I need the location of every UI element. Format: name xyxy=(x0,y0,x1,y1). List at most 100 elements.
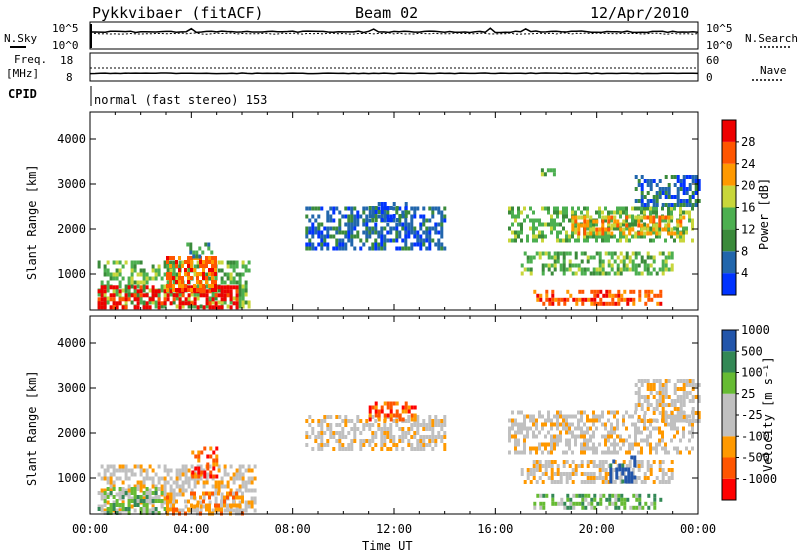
power-cell xyxy=(694,187,698,191)
power-cell xyxy=(670,267,674,272)
velocity-cell xyxy=(214,480,218,485)
velocity-cell xyxy=(145,468,149,473)
velocity-cell xyxy=(649,422,652,427)
velocity-cell xyxy=(655,476,659,480)
velocity-cell xyxy=(154,507,158,511)
velocity-cell xyxy=(646,407,650,411)
power-cell xyxy=(571,263,575,268)
velocity-cell xyxy=(350,439,354,443)
power-cell xyxy=(604,238,607,243)
power-cell xyxy=(622,234,625,239)
velocity-cell xyxy=(658,403,662,407)
power-cell xyxy=(311,226,315,231)
velocity-cell xyxy=(199,508,203,513)
velocity-cell xyxy=(241,499,244,504)
velocity-cell xyxy=(568,422,571,427)
power-cell xyxy=(634,187,638,191)
velocity-cell xyxy=(416,431,420,435)
velocity-cell xyxy=(410,427,414,431)
power-cell xyxy=(532,210,535,215)
velocity-cell xyxy=(347,431,351,435)
velocity-cell xyxy=(565,422,568,427)
power-cell xyxy=(565,230,568,235)
velocity-cell xyxy=(127,468,131,473)
power-cell xyxy=(685,175,689,179)
velocity-cell xyxy=(626,497,630,502)
velocity-cell xyxy=(154,484,158,489)
power-cell xyxy=(223,280,227,285)
velocity-cell xyxy=(601,464,605,468)
power-cell xyxy=(523,251,527,256)
power-cell xyxy=(130,268,134,273)
power-cell xyxy=(124,305,128,310)
velocity-cell xyxy=(320,427,324,431)
power-cell xyxy=(404,214,408,218)
power-cell xyxy=(443,206,447,211)
velocity-cell xyxy=(112,472,116,477)
velocity-cell xyxy=(383,413,387,418)
power-cell xyxy=(550,226,553,231)
velocity-cell xyxy=(661,438,664,443)
velocity-cell xyxy=(655,379,659,383)
velocity-cell xyxy=(587,501,591,506)
power-cell xyxy=(199,284,202,288)
velocity-cell xyxy=(190,495,193,500)
power-cell xyxy=(583,227,587,232)
power-cell xyxy=(440,230,444,235)
power-cell xyxy=(517,222,520,227)
power-cell xyxy=(380,242,384,247)
power-cell xyxy=(563,301,567,306)
velocity-cell xyxy=(133,464,137,469)
velocity-cell xyxy=(590,501,594,506)
power-cell xyxy=(520,210,523,215)
velocity-cell xyxy=(535,426,538,431)
power-cell xyxy=(652,199,656,203)
power-cell xyxy=(640,199,644,203)
power-cell xyxy=(100,305,104,310)
power-cell xyxy=(631,267,635,272)
velocity-cell xyxy=(551,501,555,506)
velocity-cell xyxy=(631,442,634,447)
colorbar-tick-label: -100 xyxy=(741,429,770,443)
power-cell xyxy=(190,288,193,292)
power-cell xyxy=(646,191,650,195)
velocity-cell xyxy=(514,422,517,427)
velocity-cell xyxy=(212,458,216,463)
velocity-cell xyxy=(532,430,535,435)
power-cell xyxy=(235,301,239,306)
velocity-cell xyxy=(640,438,643,443)
velocity-cell xyxy=(508,430,511,435)
power-cell xyxy=(386,218,390,222)
velocity-cell xyxy=(637,415,641,419)
velocity-cell xyxy=(637,450,640,455)
power-cell xyxy=(362,210,366,215)
power-cell xyxy=(181,301,185,306)
power-cell xyxy=(169,268,173,273)
power-cell xyxy=(184,260,187,264)
power-cell xyxy=(640,227,644,232)
power-cell xyxy=(667,255,671,260)
velocity-cell xyxy=(670,426,673,431)
velocity-cell xyxy=(118,468,122,473)
velocity-cell xyxy=(553,438,556,443)
velocity-cell xyxy=(187,507,190,512)
power-cell xyxy=(232,260,236,265)
velocity-cell xyxy=(359,447,363,451)
velocity-cell xyxy=(191,474,195,479)
velocity-cell xyxy=(568,430,571,435)
power-cell xyxy=(112,288,116,293)
power-cell xyxy=(581,297,585,302)
velocity-cell xyxy=(368,409,372,414)
velocity-cell xyxy=(640,395,644,399)
velocity-cell xyxy=(646,395,650,399)
velocity-cell xyxy=(151,511,155,515)
velocity-cell xyxy=(653,493,657,498)
velocity-cell xyxy=(238,500,242,505)
power-cell xyxy=(574,222,577,227)
velocity-cell xyxy=(595,418,598,423)
power-cell xyxy=(517,214,520,219)
velocity-cell xyxy=(199,495,202,500)
power-cell xyxy=(169,301,173,306)
power-cell xyxy=(638,293,642,298)
